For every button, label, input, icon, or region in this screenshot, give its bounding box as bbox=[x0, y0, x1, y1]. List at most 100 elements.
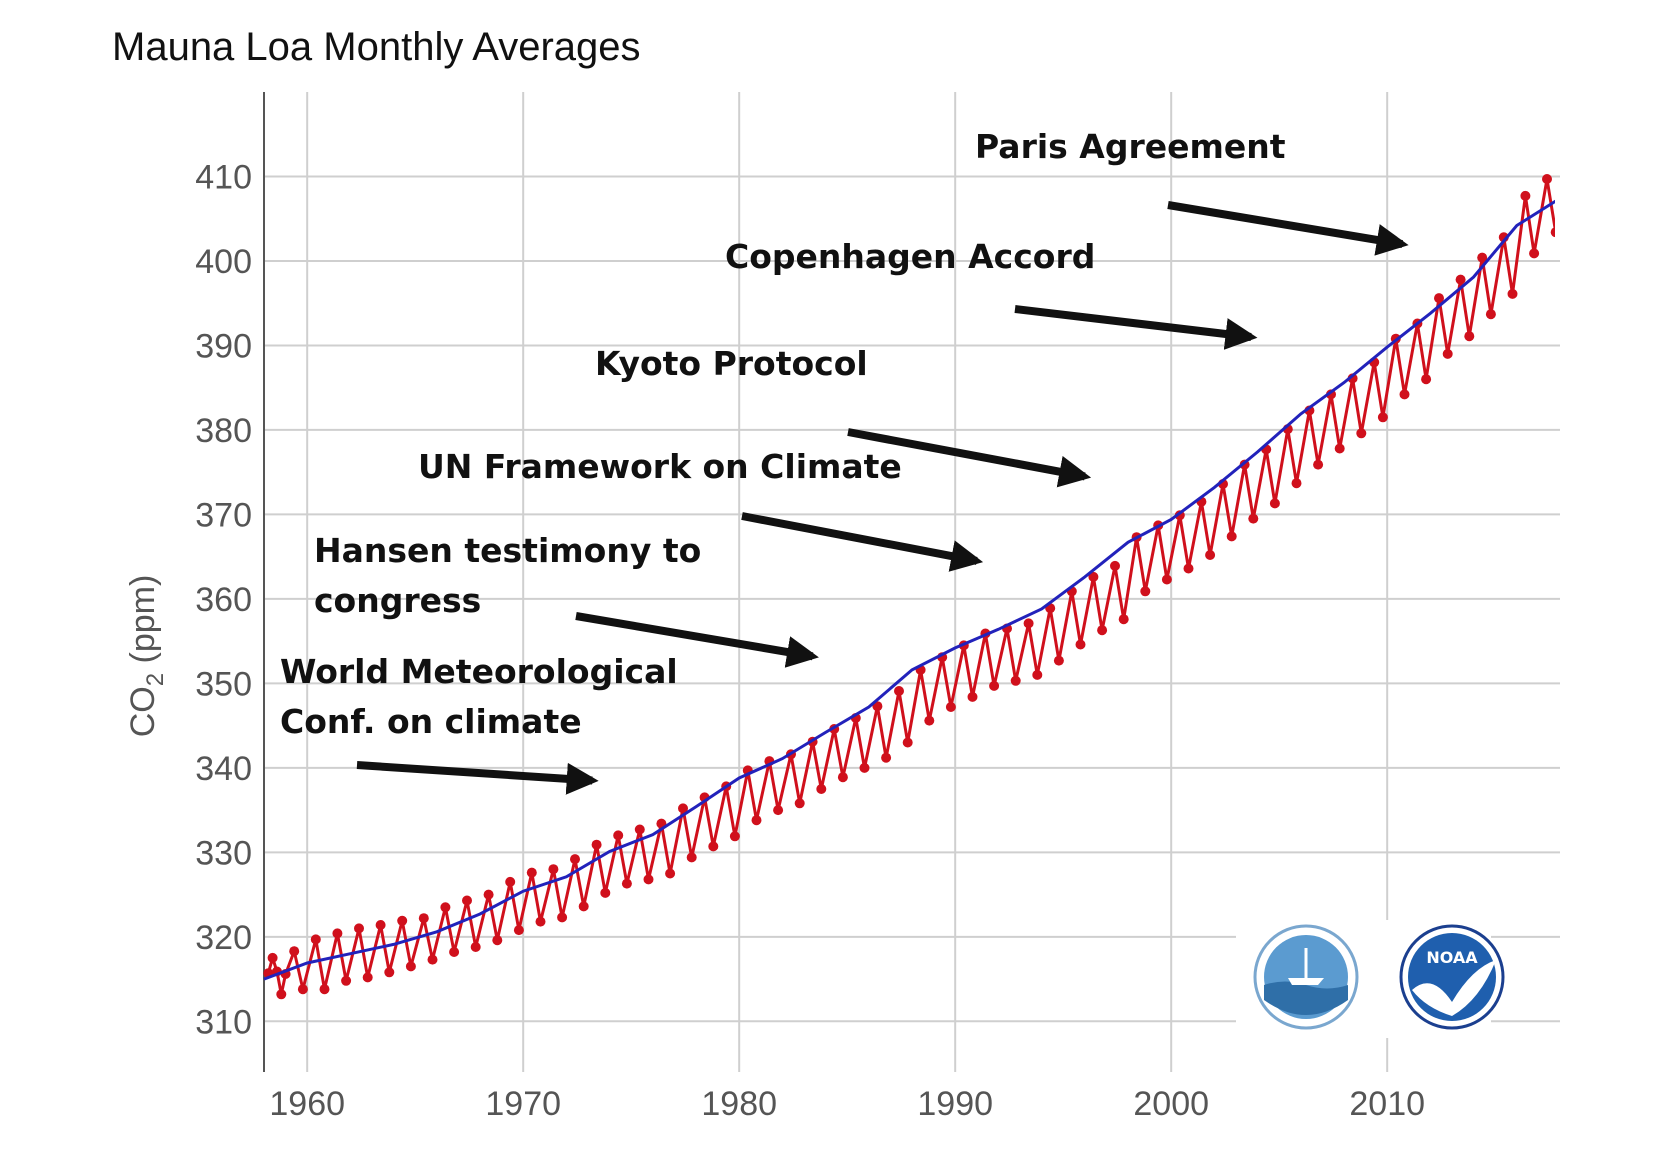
monthly-point bbox=[492, 935, 503, 946]
monthly-point bbox=[773, 805, 784, 816]
monthly-point bbox=[1291, 478, 1302, 489]
monthly-point bbox=[1032, 669, 1043, 680]
monthly-point bbox=[1455, 274, 1466, 285]
y-tick-340: 340 bbox=[195, 750, 252, 788]
monthly-point bbox=[1442, 348, 1453, 359]
monthly-point bbox=[902, 737, 913, 748]
y-axis-label-units: (ppm) bbox=[124, 575, 162, 673]
monthly-point bbox=[297, 984, 308, 995]
sio-seal-ship bbox=[1288, 978, 1324, 985]
annotation-label: World Meteorological bbox=[280, 652, 678, 691]
monthly-point bbox=[881, 752, 892, 763]
noaa-logo-bird bbox=[1412, 960, 1496, 1016]
monthly-point bbox=[945, 702, 956, 712]
monthly-point bbox=[470, 942, 481, 952]
monthly-point bbox=[859, 762, 870, 773]
monthly-point bbox=[643, 874, 654, 885]
y-tick-350: 350 bbox=[195, 665, 252, 703]
monthly-point bbox=[557, 912, 568, 923]
data-series bbox=[263, 174, 1565, 1000]
monthly-point bbox=[405, 961, 416, 972]
monthly-point bbox=[362, 972, 373, 983]
monthly-point bbox=[440, 902, 451, 913]
monthly-point bbox=[967, 691, 978, 702]
monthly-point bbox=[1529, 248, 1540, 259]
monthly-point bbox=[708, 841, 719, 852]
monthly-point bbox=[341, 975, 352, 986]
monthly-point bbox=[1477, 252, 1488, 263]
annotation-label: congress bbox=[314, 581, 481, 620]
monthly-point bbox=[1313, 459, 1324, 470]
monthly-point bbox=[686, 852, 697, 863]
annotation-arrow bbox=[1167, 201, 1409, 256]
y-tick-410: 410 bbox=[195, 158, 252, 196]
monthly-point bbox=[1118, 614, 1129, 625]
monthly-point bbox=[1269, 498, 1280, 509]
monthly-point bbox=[1334, 443, 1345, 454]
y-tick-390: 390 bbox=[195, 327, 252, 365]
monthly-point bbox=[1421, 374, 1432, 385]
monthly-point bbox=[1023, 618, 1034, 629]
monthly-point bbox=[354, 923, 364, 934]
monthly-point bbox=[1507, 288, 1518, 299]
annotation-arrow bbox=[741, 512, 984, 572]
monthly-point bbox=[989, 680, 1000, 691]
monthly-point bbox=[1542, 174, 1552, 184]
annotation-label: Paris Agreement bbox=[975, 127, 1286, 166]
monthly-point bbox=[548, 864, 559, 875]
monthly-point bbox=[384, 967, 395, 978]
monthly-point bbox=[1464, 331, 1475, 342]
monthly-point bbox=[1555, 193, 1565, 203]
trend-series-line bbox=[263, 199, 1555, 981]
monthly-point bbox=[1110, 560, 1120, 571]
monthly-point bbox=[319, 984, 330, 995]
y-axis-label: CO2 (ppm) bbox=[124, 575, 169, 738]
monthly-point bbox=[375, 920, 386, 930]
sio-seal-logo bbox=[1253, 924, 1359, 1030]
monthly-point bbox=[418, 913, 429, 924]
monthly-point bbox=[570, 854, 580, 865]
x-tick-1990: 1990 bbox=[917, 1085, 993, 1123]
y-tick-370: 370 bbox=[195, 496, 252, 534]
annotations: Paris Agreement Copenhagen Accord Kyoto Pr… bbox=[280, 127, 1409, 795]
y-tick-400: 400 bbox=[195, 243, 252, 281]
monthly-point bbox=[613, 830, 624, 841]
monthly-series-line bbox=[266, 178, 1555, 995]
monthly-point bbox=[678, 803, 688, 814]
monthly-point bbox=[837, 772, 848, 783]
monthly-point bbox=[276, 989, 287, 1000]
noaa-logo-text: NOAA bbox=[1426, 948, 1478, 967]
y-tick-310: 310 bbox=[195, 1003, 252, 1041]
logos: NOAA bbox=[1236, 920, 1505, 1038]
monthly-point bbox=[751, 815, 762, 826]
monthly-point bbox=[1205, 550, 1216, 560]
monthly-point bbox=[634, 824, 645, 835]
monthly-point bbox=[462, 895, 472, 906]
x-tick-1970: 1970 bbox=[485, 1085, 561, 1123]
monthly-point bbox=[1226, 531, 1237, 542]
noaa-logo: NOAA bbox=[1399, 924, 1505, 1030]
monthly-point bbox=[794, 798, 805, 809]
monthly-point bbox=[535, 916, 546, 927]
monthly-point bbox=[483, 889, 494, 900]
monthly-point bbox=[924, 715, 935, 726]
monthly-point bbox=[1097, 625, 1108, 636]
y-tick-330: 330 bbox=[195, 834, 252, 872]
annotation-label: UN Framework on Climate bbox=[418, 447, 902, 486]
monthly-point bbox=[1485, 309, 1496, 320]
monthly-point bbox=[578, 901, 589, 912]
monthly-point bbox=[621, 878, 632, 889]
monthly-point bbox=[267, 952, 278, 963]
x-tick-1980: 1980 bbox=[701, 1085, 777, 1123]
chart-title: Mauna Loa Monthly Averages bbox=[112, 25, 641, 69]
monthly-point bbox=[310, 934, 321, 945]
y-axis-label-subscript: 2 bbox=[142, 673, 169, 686]
monthly-point bbox=[1377, 412, 1388, 423]
monthly-point bbox=[1399, 389, 1410, 400]
monthly-point bbox=[1140, 586, 1151, 597]
annotation-arrow bbox=[847, 428, 1092, 488]
annotation-label: Conf. on climate bbox=[280, 702, 582, 741]
monthly-point bbox=[1075, 639, 1086, 650]
monthly-point bbox=[332, 928, 343, 939]
